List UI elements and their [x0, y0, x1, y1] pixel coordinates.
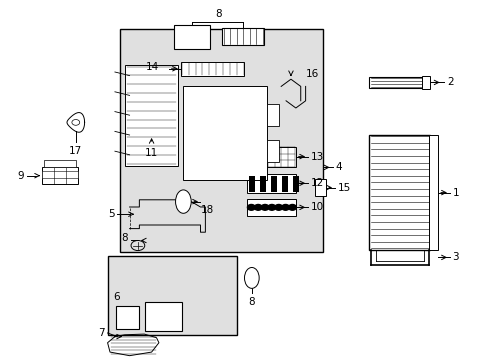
Bar	[246, 147, 295, 167]
Text: 2: 2	[447, 77, 453, 87]
Circle shape	[247, 204, 255, 210]
Text: 10: 10	[310, 202, 323, 212]
Circle shape	[274, 204, 282, 210]
Text: 15: 15	[337, 183, 350, 193]
Text: 12: 12	[310, 178, 323, 188]
Bar	[260, 176, 265, 192]
Circle shape	[281, 204, 289, 210]
Bar	[421, 76, 429, 89]
Text: 8: 8	[121, 233, 128, 243]
Bar	[315, 179, 325, 196]
Text: 18: 18	[200, 204, 213, 215]
Bar	[271, 176, 277, 192]
Text: 4: 4	[334, 162, 341, 172]
Circle shape	[261, 204, 268, 210]
Text: 8: 8	[215, 9, 222, 19]
Bar	[266, 104, 278, 126]
Bar	[107, 256, 237, 335]
Circle shape	[288, 204, 296, 210]
Bar	[266, 140, 278, 162]
Bar	[181, 62, 244, 76]
Text: 8: 8	[248, 297, 255, 307]
Bar	[282, 176, 288, 192]
Text: 9: 9	[18, 171, 24, 181]
Text: 3: 3	[451, 252, 458, 262]
Bar	[368, 135, 429, 250]
Text: 7: 7	[98, 328, 105, 338]
Ellipse shape	[244, 267, 259, 288]
Bar	[145, 302, 182, 331]
Text: 6: 6	[113, 292, 120, 302]
Bar	[246, 174, 295, 193]
Bar	[124, 65, 178, 166]
Text: 1: 1	[451, 188, 458, 198]
Bar	[44, 160, 76, 167]
Text: 5: 5	[108, 209, 115, 219]
Bar	[173, 25, 210, 49]
Text: 11: 11	[144, 148, 158, 158]
Bar	[41, 167, 78, 184]
Bar	[120, 29, 322, 252]
Bar	[246, 199, 295, 216]
Bar	[249, 176, 255, 192]
Bar	[293, 176, 299, 192]
Text: 13: 13	[310, 152, 323, 162]
Bar	[428, 135, 437, 250]
Circle shape	[254, 204, 262, 210]
Text: 16: 16	[305, 69, 318, 79]
Text: 17: 17	[69, 146, 82, 156]
Bar	[368, 77, 422, 88]
Bar	[116, 306, 139, 329]
Bar	[183, 86, 266, 180]
Circle shape	[267, 204, 275, 210]
Bar	[41, 171, 78, 178]
Text: 14: 14	[145, 62, 159, 72]
Ellipse shape	[175, 190, 191, 213]
Bar	[222, 28, 264, 45]
